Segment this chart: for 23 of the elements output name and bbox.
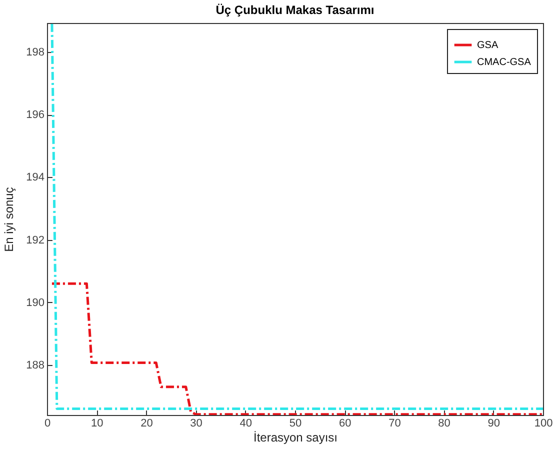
legend-label: GSA bbox=[477, 40, 498, 51]
y-tick-label: 188 bbox=[26, 359, 44, 372]
x-tick-label: 60 bbox=[338, 418, 352, 430]
x-tick-label: 30 bbox=[190, 418, 202, 430]
y-axis-title: En iyi sonuç bbox=[2, 187, 16, 252]
x-tick-label: 100 bbox=[534, 418, 553, 430]
x-axis-title: İterasyon sayısı bbox=[253, 430, 338, 444]
y-tick-label: 190 bbox=[26, 296, 44, 309]
x-tick-label: 70 bbox=[388, 418, 401, 430]
chart-title: Üç Çubuklu Makas Tasarımı bbox=[216, 3, 374, 17]
y-tick-label: 198 bbox=[26, 46, 44, 59]
y-tick-label: 196 bbox=[26, 109, 44, 122]
x-tick-label: 10 bbox=[90, 418, 104, 430]
x-tick-label: 20 bbox=[140, 418, 153, 430]
y-tick-label: 192 bbox=[26, 234, 44, 246]
legend-label: CMAC-GSA bbox=[477, 57, 532, 68]
y-tick-label: 194 bbox=[26, 172, 44, 184]
x-tick-label: 80 bbox=[438, 418, 450, 430]
line-series bbox=[50, 282, 543, 415]
x-tick-label: 40 bbox=[240, 418, 252, 430]
x-tick-label: 90 bbox=[488, 418, 500, 430]
x-tick-label: 50 bbox=[289, 418, 302, 430]
x-tick-label: 0 bbox=[44, 418, 51, 430]
